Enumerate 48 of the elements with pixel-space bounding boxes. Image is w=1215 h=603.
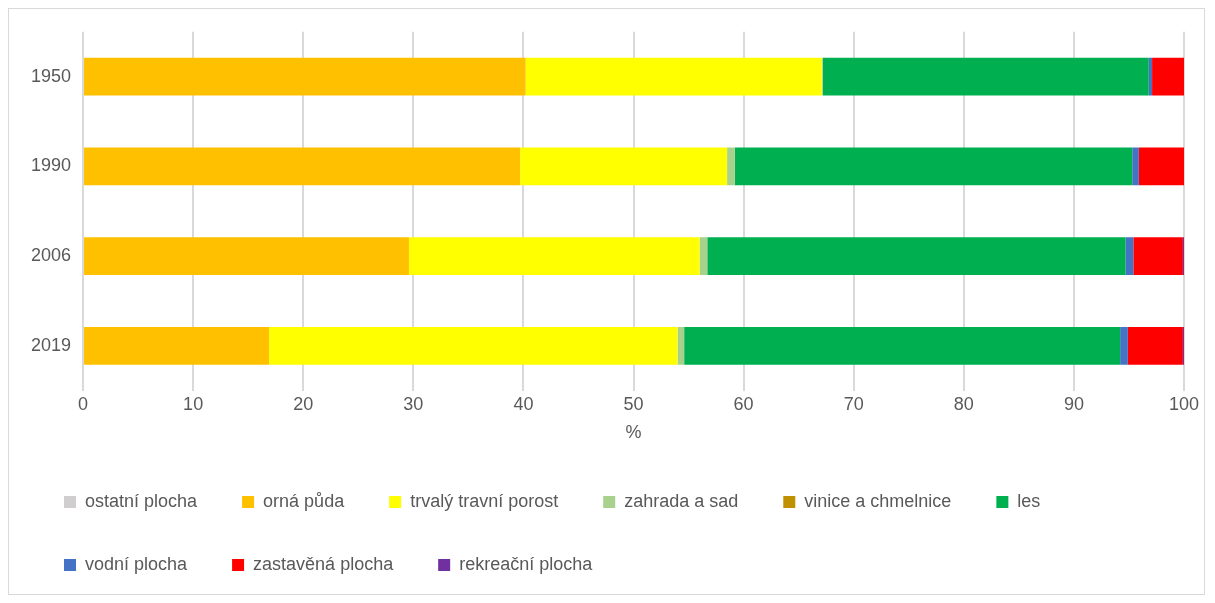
bar bbox=[520, 147, 728, 186]
bar bbox=[1148, 57, 1153, 96]
bar bbox=[1125, 237, 1134, 276]
bar bbox=[1127, 327, 1183, 365]
legend-label: ostatní plocha bbox=[85, 490, 199, 511]
bar bbox=[677, 327, 685, 365]
bar bbox=[1138, 147, 1184, 186]
x-tick-label: 20 bbox=[293, 393, 314, 414]
legend-label: zahrada a sad bbox=[624, 490, 739, 511]
legend-label: vodní plocha bbox=[85, 553, 189, 574]
bar bbox=[822, 57, 1149, 96]
bar bbox=[84, 237, 409, 276]
y-tick-label: 1990 bbox=[31, 155, 72, 176]
x-tick-label: 100 bbox=[1168, 393, 1200, 414]
bar bbox=[727, 147, 735, 186]
bar bbox=[84, 147, 521, 186]
legend-label: trvalý travní porost bbox=[410, 490, 559, 511]
x-axis-title: % bbox=[625, 422, 642, 443]
bar bbox=[408, 237, 700, 276]
x-tick-label: 70 bbox=[843, 393, 864, 414]
y-tick-label: 2019 bbox=[31, 334, 72, 355]
bar bbox=[699, 237, 708, 276]
bar bbox=[1133, 237, 1183, 276]
x-tick-label: 0 bbox=[78, 393, 89, 414]
bar bbox=[1120, 327, 1128, 365]
x-tick-label: 50 bbox=[623, 393, 644, 414]
y-tick-label: 2006 bbox=[31, 245, 72, 266]
legend-label: vinice a chmelnice bbox=[804, 490, 952, 511]
bar bbox=[707, 237, 1126, 276]
x-tick-label: 10 bbox=[183, 393, 204, 414]
bar bbox=[734, 147, 1133, 186]
x-tick-label: 60 bbox=[733, 393, 754, 414]
legend-label: rekreační plocha bbox=[459, 553, 594, 574]
y-tick-label: 1950 bbox=[31, 65, 72, 86]
bar bbox=[684, 327, 1121, 365]
x-tick-label: 80 bbox=[953, 393, 974, 414]
x-tick-label: 90 bbox=[1063, 393, 1084, 414]
legend-label: orná půda bbox=[263, 490, 346, 511]
bar bbox=[1132, 147, 1139, 186]
bar bbox=[525, 57, 822, 96]
bar bbox=[84, 327, 270, 365]
bar bbox=[1152, 57, 1184, 96]
bar bbox=[84, 57, 526, 96]
x-tick-label: 40 bbox=[513, 393, 534, 414]
bar bbox=[269, 327, 678, 365]
x-tick-label: 30 bbox=[403, 393, 424, 414]
legend-label: les bbox=[1017, 490, 1041, 511]
legend-label: zastavěná plocha bbox=[253, 553, 395, 574]
